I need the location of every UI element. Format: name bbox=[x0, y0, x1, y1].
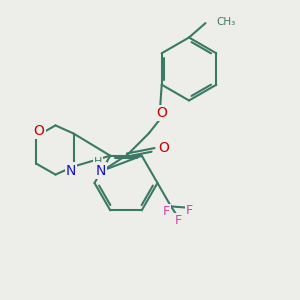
Text: H: H bbox=[94, 157, 102, 167]
Text: N: N bbox=[66, 164, 76, 178]
Text: O: O bbox=[156, 106, 167, 120]
Text: F: F bbox=[186, 203, 193, 217]
Text: N: N bbox=[96, 164, 106, 178]
Text: CH₃: CH₃ bbox=[216, 17, 236, 27]
Text: O: O bbox=[158, 141, 169, 155]
Text: O: O bbox=[34, 124, 45, 138]
Text: F: F bbox=[175, 214, 182, 227]
Text: F: F bbox=[163, 205, 170, 218]
